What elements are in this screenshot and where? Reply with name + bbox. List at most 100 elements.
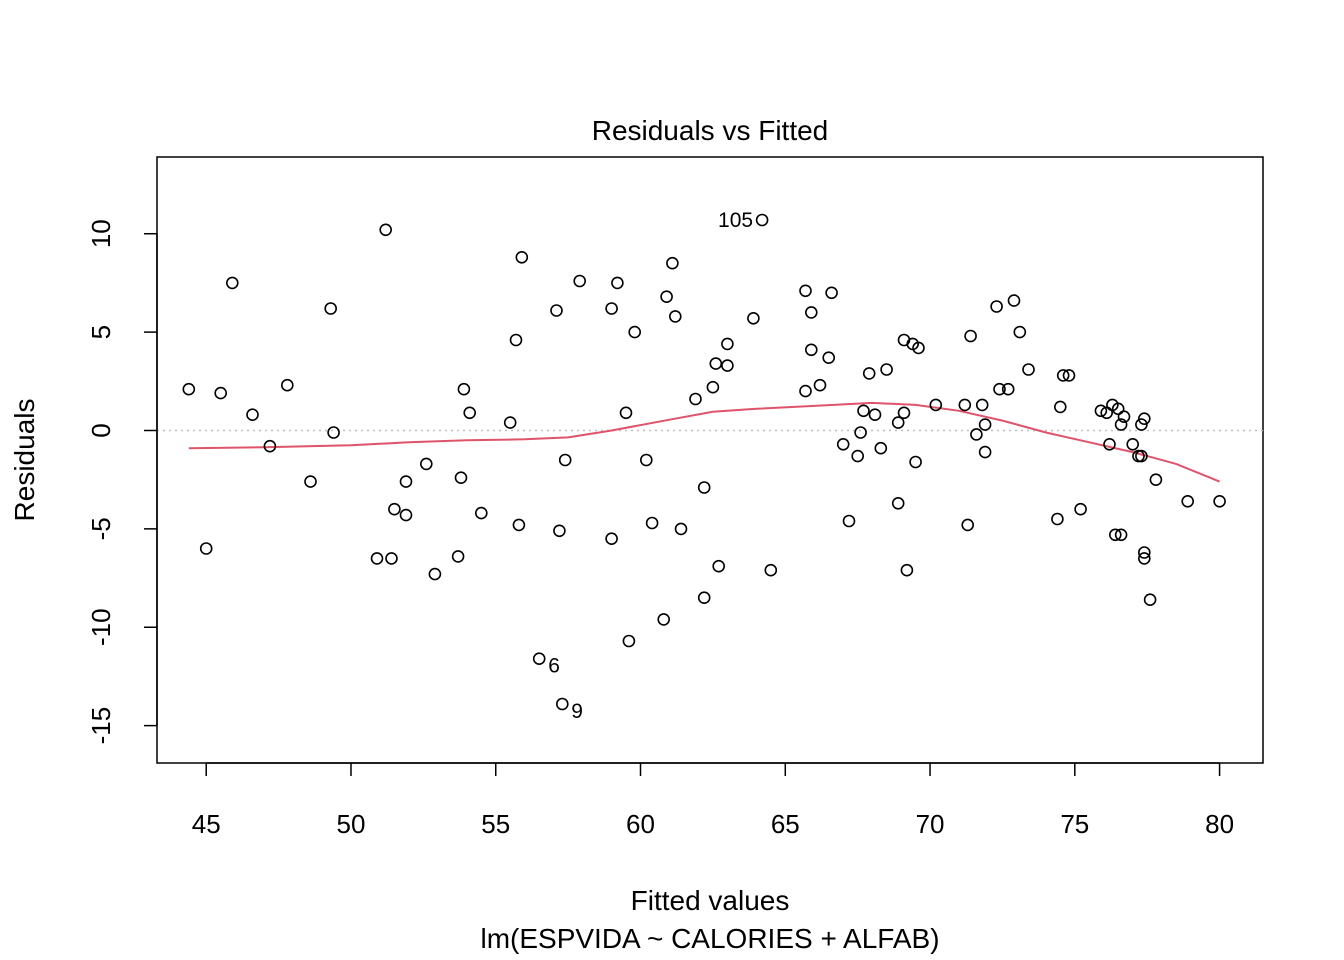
data-point xyxy=(897,406,911,420)
data-point xyxy=(978,418,992,431)
data-point xyxy=(509,333,523,347)
data-point xyxy=(1135,449,1148,463)
data-point xyxy=(1001,382,1015,396)
data-point xyxy=(1056,369,1070,382)
data-point xyxy=(854,426,867,439)
data-point xyxy=(706,380,720,394)
data-point xyxy=(1051,512,1064,526)
data-point xyxy=(226,276,239,290)
data-point xyxy=(822,351,836,365)
data-point xyxy=(868,408,882,422)
data-point xyxy=(1109,528,1122,542)
data-point xyxy=(639,453,653,467)
data-point xyxy=(1138,546,1151,559)
data-point xyxy=(912,341,925,355)
data-point xyxy=(327,426,340,439)
data-point xyxy=(1138,552,1151,565)
data-point xyxy=(1135,418,1148,431)
data-point xyxy=(825,286,838,300)
data-point xyxy=(978,445,992,459)
data-point xyxy=(975,398,989,412)
data-point xyxy=(857,404,870,418)
data-point xyxy=(619,406,633,420)
data-point xyxy=(512,518,526,532)
data-point xyxy=(1094,404,1108,418)
data-point xyxy=(674,522,688,536)
data-point xyxy=(324,302,338,315)
y-axis: -15 -10 -5 0 5 10 xyxy=(86,219,158,744)
data-point xyxy=(550,304,563,317)
data-point xyxy=(399,475,413,488)
data-point xyxy=(891,496,905,510)
outlier-label: 6 xyxy=(548,655,560,678)
data-point xyxy=(891,416,905,429)
data-point xyxy=(900,563,914,577)
data-point xyxy=(214,386,227,400)
data-point xyxy=(1103,437,1116,451)
model-formula-subtitle: lm(ESPVIDA ~ CALORIES + ALFAB) xyxy=(480,923,939,954)
outlier-label: 105 xyxy=(718,209,753,232)
data-point xyxy=(836,437,850,451)
data-point xyxy=(970,428,983,441)
y-tick-label: 0 xyxy=(86,423,116,437)
y-tick-label: -5 xyxy=(86,517,116,540)
data-point xyxy=(1213,494,1226,508)
data-point xyxy=(555,697,569,711)
data-point xyxy=(199,542,213,555)
x-axis-label: Fitted values xyxy=(631,885,790,916)
data-point xyxy=(1126,437,1139,451)
data-point xyxy=(697,591,711,605)
data-point xyxy=(862,367,876,380)
data-point xyxy=(1181,494,1194,508)
data-point xyxy=(721,359,734,372)
x-tick-label: 75 xyxy=(1060,809,1089,839)
data-point xyxy=(454,471,468,485)
data-point xyxy=(709,357,723,370)
data-point xyxy=(668,310,682,323)
data-point xyxy=(379,223,393,237)
data-point xyxy=(605,302,618,315)
data-point xyxy=(463,406,477,420)
data-point xyxy=(721,337,734,351)
data-point xyxy=(611,276,624,290)
data-point xyxy=(804,343,818,357)
x-tick-label: 50 xyxy=(337,809,366,839)
data-point xyxy=(929,398,943,412)
data-point xyxy=(1143,593,1157,607)
x-tick-label: 60 xyxy=(626,809,655,839)
x-tick-label: 70 xyxy=(916,809,945,839)
data-point xyxy=(712,559,726,573)
data-point xyxy=(1013,325,1027,339)
y-tick-label: 5 xyxy=(86,325,116,339)
data-point xyxy=(874,441,888,455)
data-point xyxy=(799,384,812,398)
data-point xyxy=(993,382,1006,396)
data-point xyxy=(1114,418,1128,431)
data-point xyxy=(1022,363,1035,376)
data-point xyxy=(851,449,865,463)
data-point xyxy=(399,508,413,522)
data-point xyxy=(474,506,488,520)
data-point xyxy=(645,516,659,530)
outlier-label: 9 xyxy=(571,700,583,723)
data-point xyxy=(304,475,317,488)
data-point xyxy=(628,325,642,339)
data-point xyxy=(605,532,618,546)
data-point xyxy=(370,552,384,565)
y-tick-label: -10 xyxy=(86,608,116,646)
chart-title: Residuals vs Fitted xyxy=(592,115,829,146)
residual-points xyxy=(182,213,1226,711)
data-point xyxy=(451,550,465,563)
data-point xyxy=(804,306,818,319)
data-point xyxy=(964,329,977,343)
data-point xyxy=(813,378,827,392)
data-point xyxy=(419,457,433,471)
data-point xyxy=(558,453,572,467)
y-tick-label: 10 xyxy=(86,219,116,248)
data-point xyxy=(1138,412,1151,426)
data-point xyxy=(1117,410,1131,424)
data-point xyxy=(747,311,760,325)
data-point xyxy=(1149,473,1163,487)
data-point xyxy=(1074,502,1087,516)
